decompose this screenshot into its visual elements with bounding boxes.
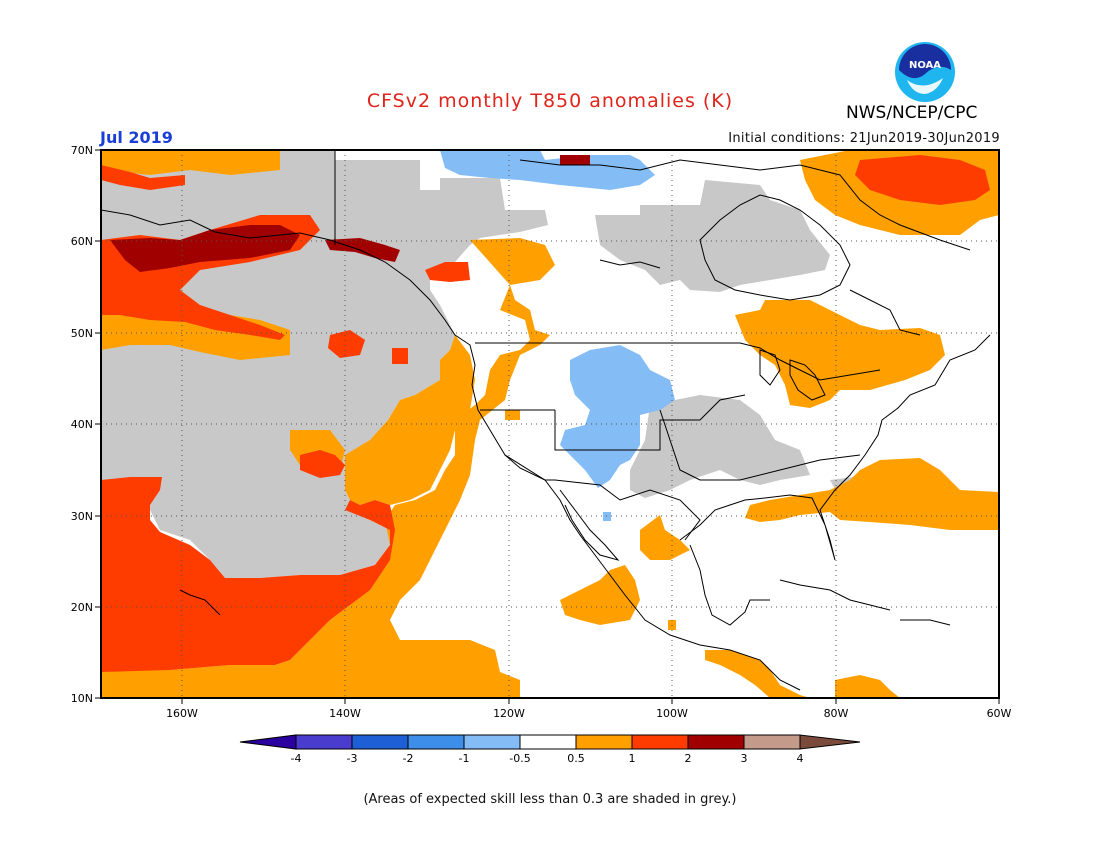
legend-tick-label: -1	[459, 752, 470, 765]
coastlines	[101, 150, 991, 691]
warm-anomaly-areas-2-3	[110, 155, 590, 272]
initial-conditions-label: Initial conditions: 21Jun2019-30Jun2019	[728, 131, 1000, 146]
color-legend	[239, 734, 861, 750]
legend-tick-label: -3	[347, 752, 358, 765]
lat-tick-label: 30N	[71, 510, 93, 523]
legend-arrow-high	[799, 734, 861, 750]
svg-text:NOAA: NOAA	[909, 60, 941, 71]
lon-tick-label: 120W	[493, 707, 525, 720]
lat-tick-label: 20N	[71, 601, 93, 614]
lon-tick-label: 140W	[329, 707, 361, 720]
legend-tick-label: -4	[291, 752, 302, 765]
legend-labels: -4 -3 -2 -1 -0.5 0.5 1 2 3 4	[291, 752, 804, 765]
lon-tick-label: 60W	[987, 707, 1012, 720]
legend-swatch	[463, 734, 521, 750]
legend-swatch	[407, 734, 465, 750]
legend-swatch	[519, 734, 577, 750]
legend-tick-label: 4	[797, 752, 804, 765]
agency-label: NWS/NCEP/CPC	[846, 103, 978, 123]
axis-ticks	[95, 149, 1000, 704]
legend-tick-label: 0.5	[567, 752, 585, 765]
legend-swatch	[575, 734, 633, 750]
skill-footnote: (Areas of expected skill less than 0.3 a…	[363, 792, 737, 807]
legend-swatch	[631, 734, 689, 750]
lat-tick-label: 50N	[71, 327, 93, 340]
legend-tick-label: 3	[741, 752, 748, 765]
latitude-labels: 70N 60N 50N 40N 30N 20N 10N	[71, 144, 93, 705]
lon-tick-label: 80W	[824, 707, 849, 720]
lat-tick-label: 10N	[71, 692, 93, 705]
legend-tick-label: -2	[403, 752, 414, 765]
legend-swatch	[351, 734, 409, 750]
longitude-labels: 160W 140W 120W 100W 80W 60W	[166, 707, 1011, 720]
legend-arrow-low	[239, 734, 297, 750]
lat-tick-label: 40N	[71, 418, 93, 431]
lat-tick-label: 60N	[71, 235, 93, 248]
legend-tick-label: 2	[685, 752, 692, 765]
map-title: CFSv2 monthly T850 anomalies (K)	[366, 90, 734, 112]
lon-tick-label: 160W	[166, 707, 198, 720]
legend-swatch	[743, 734, 801, 750]
lat-tick-label: 70N	[71, 144, 93, 157]
legend-swatch	[687, 734, 745, 750]
lon-tick-label: 100W	[656, 707, 688, 720]
legend-swatch	[295, 734, 353, 750]
valid-month-label: Jul 2019	[100, 128, 173, 147]
noaa-logo-icon: NOAA	[895, 42, 955, 102]
legend-tick-label: 1	[629, 752, 636, 765]
plot-area	[101, 150, 999, 698]
legend-tick-label: -0.5	[509, 752, 530, 765]
